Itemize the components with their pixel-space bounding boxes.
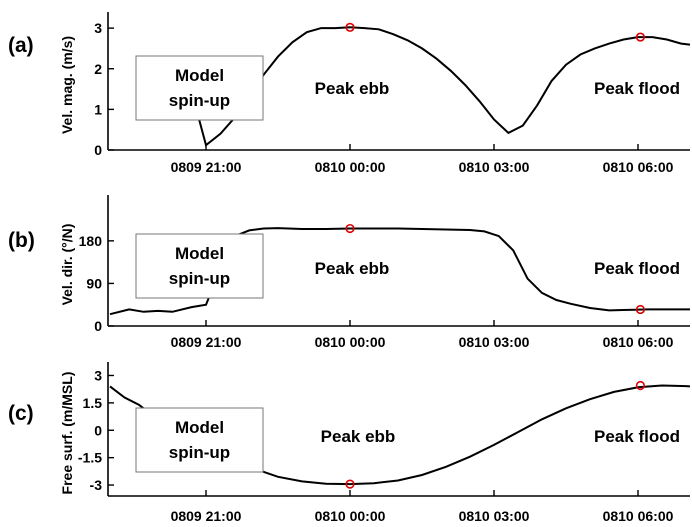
x-tick-label: 0809 21:00: [171, 159, 242, 175]
y-axis-label: Free surf. (m/MSL): [59, 372, 75, 495]
peak-ebb-label: Peak ebb: [315, 259, 390, 278]
peak-marker: [345, 22, 355, 32]
panel-label: (b): [8, 229, 35, 252]
x-tick-label: 0810 00:00: [315, 334, 386, 350]
peak-marker: [345, 223, 355, 234]
spinup-label-line2: spin-up: [169, 269, 230, 288]
y-tick-label: 180: [79, 233, 103, 249]
peak-marker: [635, 380, 646, 391]
y-tick-label: 1: [94, 101, 102, 117]
series-line: [109, 227, 690, 316]
panel-label: (a): [8, 34, 34, 57]
x-tick-label: 0810 06:00: [603, 334, 674, 350]
series-line: [157, 26, 690, 147]
peak-ebb-label: Peak ebb: [321, 427, 396, 446]
peak-marker: [635, 32, 646, 42]
spinup-box: [135, 55, 264, 121]
y-tick-label: 0: [94, 318, 102, 334]
y-tick-label: 2: [94, 61, 102, 77]
y-axis-label: Vel. mag. (m/s): [59, 36, 75, 134]
panel-c: -3 -1.5 0 1.5 3 0809 21:00 0810 00:00 0810 03:0…: [8, 362, 690, 524]
x-tick-label: 0810 06:00: [603, 508, 674, 524]
y-tick-label: -3: [90, 477, 103, 493]
spinup-label-line2: spin-up: [169, 443, 230, 462]
x-tick-label: 0810 03:00: [459, 159, 530, 175]
peak-marker: [635, 304, 646, 315]
spinup-label-line2: spin-up: [169, 91, 230, 110]
spinup-label-line1: Model: [175, 418, 224, 437]
x-tick-label: 0809 21:00: [171, 508, 242, 524]
y-axis-label: Vel. dir. (°/N): [59, 224, 75, 306]
panel-a: 0 1 2 3 0809 21:00 0810 00:00 0810 03:00 0810 0…: [8, 12, 690, 175]
x-tick-label: 0810 03:00: [459, 508, 530, 524]
spinup-box: [135, 407, 264, 473]
x-tick-label: 0810 06:00: [603, 159, 674, 175]
spinup-label-line1: Model: [175, 66, 224, 85]
peak-flood-label: Peak flood: [594, 79, 680, 98]
y-tick-label: 1.5: [83, 395, 103, 411]
y-tick-label: 0: [94, 142, 102, 158]
y-tick-label: 3: [94, 20, 102, 36]
spinup-label-line1: Model: [175, 244, 224, 263]
x-tick-label: 0810 03:00: [459, 334, 530, 350]
y-tick-label: 3: [94, 367, 102, 383]
y-tick-label: 0: [94, 422, 102, 438]
x-tick-label: 0810 00:00: [315, 508, 386, 524]
peak-ebb-label: Peak ebb: [315, 79, 390, 98]
peak-flood-label: Peak flood: [594, 259, 680, 278]
y-tick-label: 90: [86, 275, 102, 291]
spinup-box: [135, 233, 264, 299]
peak-flood-label: Peak flood: [594, 427, 680, 446]
panel-b: 0 90 180 0809 21:00 0810 00:00 0810 03:00 0810…: [8, 195, 690, 350]
x-tick-label: 0810 00:00: [315, 159, 386, 175]
panel-label: (c): [8, 402, 34, 425]
peak-marker: [345, 479, 355, 489]
y-tick-label: -1.5: [78, 450, 102, 466]
x-tick-label: 0809 21:00: [171, 334, 242, 350]
